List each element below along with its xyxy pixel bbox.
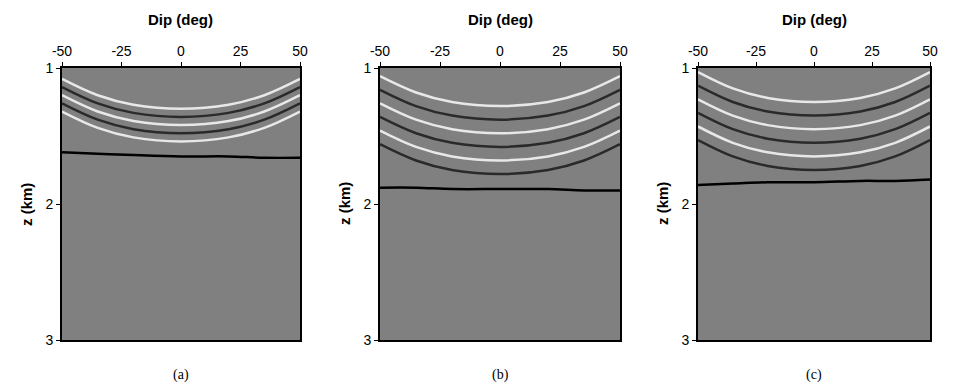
svg-text:50: 50 (292, 43, 308, 59)
svg-text:-25: -25 (111, 43, 131, 59)
svg-text:z (km): z (km) (18, 183, 35, 226)
svg-text:25: 25 (552, 43, 568, 59)
svg-text:2: 2 (363, 196, 371, 212)
svg-text:(a): (a) (173, 367, 189, 383)
svg-text:25: 25 (233, 43, 249, 59)
svg-text:50: 50 (922, 43, 938, 59)
svg-text:-50: -50 (52, 43, 72, 59)
svg-text:50: 50 (612, 43, 628, 59)
svg-text:2: 2 (681, 196, 689, 212)
svg-text:1: 1 (45, 60, 53, 76)
svg-text:3: 3 (45, 332, 53, 348)
svg-text:2: 2 (45, 196, 53, 212)
svg-text:z (km): z (km) (336, 182, 353, 225)
svg-text:1: 1 (363, 60, 371, 76)
svg-text:0: 0 (177, 43, 185, 59)
svg-text:0: 0 (810, 43, 818, 59)
svg-text:-25: -25 (746, 43, 766, 59)
svg-text:Dip (deg): Dip (deg) (468, 11, 533, 28)
svg-text:3: 3 (681, 332, 689, 348)
svg-text:1: 1 (681, 60, 689, 76)
svg-text:25: 25 (864, 43, 880, 59)
svg-text:-50: -50 (688, 43, 708, 59)
svg-text:(b): (b) (492, 367, 509, 383)
svg-text:Dip (deg): Dip (deg) (782, 11, 847, 28)
svg-text:Dip (deg): Dip (deg) (148, 11, 213, 28)
svg-text:z (km): z (km) (654, 182, 671, 225)
svg-text:(c): (c) (806, 367, 822, 383)
svg-text:-50: -50 (370, 43, 390, 59)
svg-text:0: 0 (496, 43, 504, 59)
svg-text:-25: -25 (430, 43, 450, 59)
svg-text:3: 3 (363, 332, 371, 348)
